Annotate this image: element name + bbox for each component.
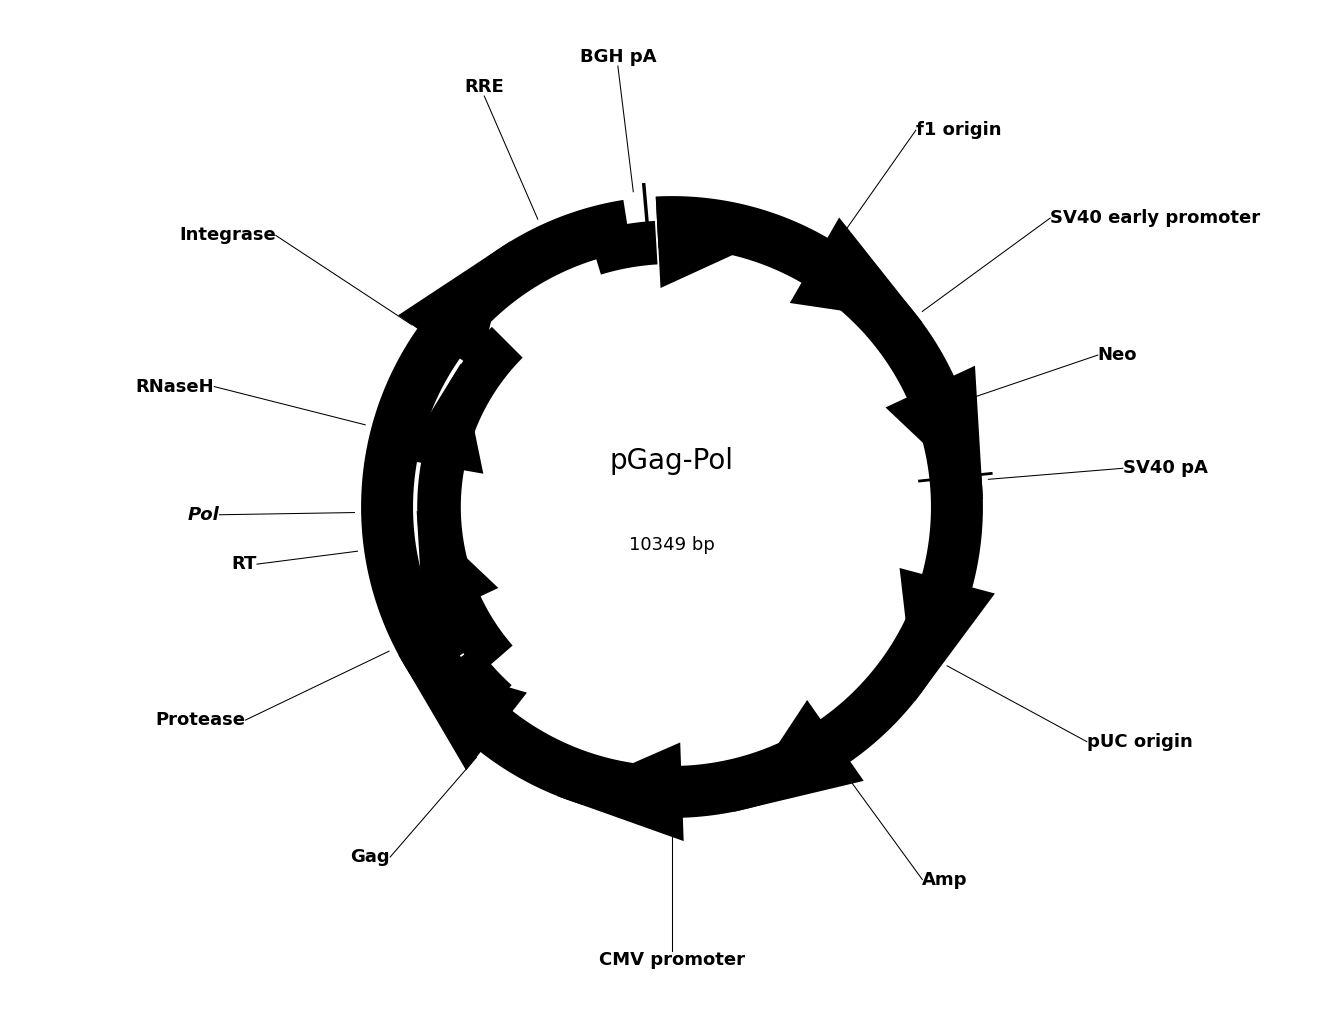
Polygon shape <box>734 700 864 812</box>
Polygon shape <box>398 241 511 372</box>
Polygon shape <box>589 221 657 275</box>
Text: Integrase: Integrase <box>179 226 276 244</box>
Text: SV40 early promoter: SV40 early promoter <box>1050 209 1261 227</box>
Text: Amp: Amp <box>922 870 968 888</box>
Text: Neo: Neo <box>1098 346 1137 364</box>
Text: pGag-Pol: pGag-Pol <box>610 447 734 475</box>
Text: Pol: Pol <box>188 506 219 524</box>
Polygon shape <box>403 577 491 678</box>
Text: RNaseH: RNaseH <box>136 377 214 395</box>
Polygon shape <box>417 327 523 674</box>
Text: Protease: Protease <box>156 711 246 729</box>
Polygon shape <box>558 742 684 841</box>
Text: BGH pA: BGH pA <box>579 48 656 66</box>
Text: 10349 bp: 10349 bp <box>629 535 715 554</box>
Polygon shape <box>402 364 484 474</box>
Polygon shape <box>886 366 982 500</box>
Polygon shape <box>398 655 527 771</box>
Text: RT: RT <box>231 555 257 573</box>
Text: RRE: RRE <box>465 78 504 96</box>
Polygon shape <box>362 196 982 818</box>
Text: SV40 pA: SV40 pA <box>1122 459 1208 478</box>
Text: Gag: Gag <box>351 848 390 866</box>
Polygon shape <box>417 511 499 623</box>
Text: f1 origin: f1 origin <box>915 122 1001 139</box>
Text: CMV promoter: CMV promoter <box>599 951 745 969</box>
Polygon shape <box>656 197 773 288</box>
Polygon shape <box>790 217 922 322</box>
Polygon shape <box>444 646 512 715</box>
Text: pUC origin: pUC origin <box>1087 733 1192 750</box>
Polygon shape <box>899 568 995 702</box>
